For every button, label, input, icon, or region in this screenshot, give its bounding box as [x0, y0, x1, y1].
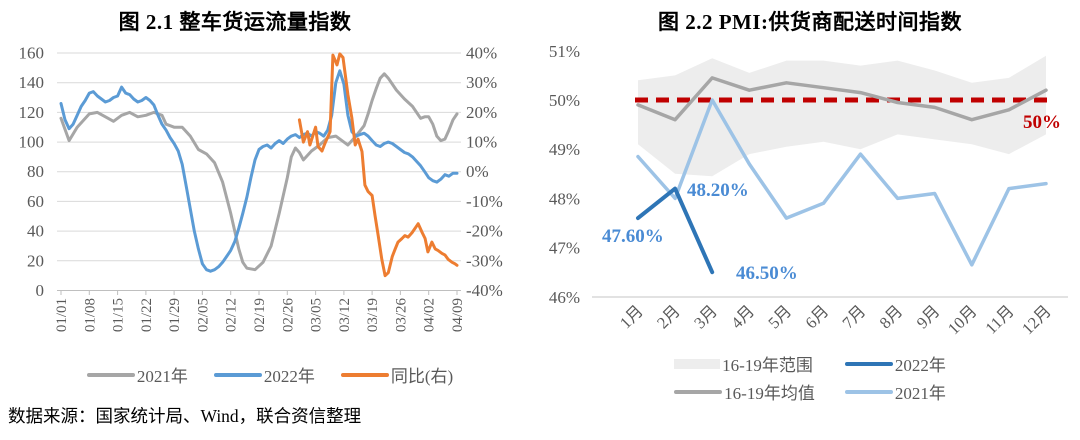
legend-item-y2021: 2021年: [844, 379, 946, 404]
x-axis-tick-label: 01/29: [167, 298, 183, 332]
legend-label-mean1619: 16-19年均值: [724, 384, 815, 403]
series-line-y2022: [636, 186, 715, 275]
x-axis-tick-label: 8月: [875, 301, 906, 332]
x-axis-tick-label: 01/08: [82, 298, 98, 332]
legend-label-y2022: 2022年: [894, 356, 946, 375]
series-line-y2022: [59, 69, 459, 273]
legend-item-yoy: 同比(右): [340, 362, 454, 387]
legend-label-y2021: 2021年: [136, 367, 188, 386]
legend-label-y2022: 2022年: [263, 367, 315, 386]
x-axis-tick-label: 03/12: [337, 298, 353, 332]
annotation-mar-2022: 46.50%: [736, 263, 798, 284]
y-axis-tick-label: 46%: [549, 288, 580, 307]
legend-item-y2022: 2022年: [213, 362, 315, 387]
legend-swatch-y2021: [844, 389, 893, 394]
x-axis-tick-label: 01/15: [111, 298, 127, 332]
x-axis-tick-label: 03/05: [309, 298, 325, 332]
y-axis-tick-label: 51%: [549, 42, 580, 61]
right-axis-tick-label: 0%: [466, 162, 489, 181]
right-axis-tick-label: 30%: [466, 73, 497, 92]
legend-label-yoy: 同比(右): [390, 367, 454, 386]
x-axis-tick-label: 02/26: [280, 298, 296, 333]
figure-2-2-chart: 51%50%49%48%47%46%1月 2月 3月 4月 5月 6月 7月 8月 9月 10月 1…: [549, 42, 1068, 338]
left-axis-tick-label: 160: [19, 43, 45, 62]
x-axis-tick-label: 11月: [981, 301, 1017, 337]
right-axis-tick-label: 40%: [466, 43, 497, 62]
x-axis-tick-label: 12月: [1018, 301, 1055, 338]
x-axis-tick-label: 02/19: [252, 298, 268, 332]
series-line-y2021: [59, 72, 459, 272]
x-axis-tick-label: 1月: [616, 301, 647, 332]
right-axis-tick-label: -30%: [466, 251, 503, 270]
y-axis-tick-label: 49%: [549, 140, 580, 159]
right-axis-tick-label: 20%: [466, 103, 497, 122]
figure-2-1-legend: 2021年 2022年 同比(右): [0, 362, 540, 387]
figure-2-1-title: 图 2.1 整车货运流量指数: [118, 10, 352, 34]
left-axis-tick-label: 0: [36, 281, 45, 300]
right-axis-tick-label: 10%: [466, 133, 497, 152]
y-axis-tick-label: 47%: [549, 239, 580, 258]
annotation-ref-50: 50%: [1023, 112, 1061, 133]
left-axis-tick-label: 140: [19, 73, 45, 92]
legend-label-y2021: 2021年: [894, 384, 946, 403]
figure-2-1-chart: 160 140 120 100 80 60 40 20 0 40% 30% 20% 10% 0% -10% -…: [19, 43, 503, 333]
x-axis-tick-label: 02/05: [195, 298, 211, 332]
series-line-mean1619: [636, 76, 1048, 122]
legend-swatch-y2022: [844, 361, 893, 366]
left-axis-tick-label: 60: [27, 192, 44, 211]
legend-item-y2021: 2021年: [86, 362, 188, 387]
legend-item-y2022: 2022年: [844, 351, 946, 376]
legend-item-mean1619: 16-19年均值: [674, 379, 815, 404]
left-axis-tick-label: 100: [19, 133, 45, 152]
legend-swatch-mean1619: [674, 389, 723, 394]
figure-2-2-legend: 16-19年范围 2022年 16-19年均值 2021年: [540, 351, 1080, 404]
right-axis-tick-label: -40%: [466, 281, 503, 300]
x-axis-tick-label: 04/09: [450, 298, 466, 332]
x-axis-tick-label: 7月: [838, 301, 869, 332]
x-axis-tick-label: 03/19: [365, 298, 381, 332]
legend-swatch-y2022: [213, 372, 262, 377]
figure-2-2-title: 图 2.2 PMI:供货商配送时间指数: [657, 10, 963, 34]
x-axis-tick-label: 3月: [690, 301, 721, 332]
legend-swatch-range1619: [674, 358, 721, 369]
x-axis-tick-label: 9月: [913, 301, 944, 332]
legend-item-range1619: 16-19年范围: [674, 351, 815, 376]
legend-swatch-yoy: [340, 372, 389, 377]
x-axis-tick-label: 6月: [801, 301, 832, 332]
x-axis-tick-label: 04/02: [422, 298, 438, 332]
x-axis-tick-label: 03/26: [393, 298, 409, 333]
right-axis-tick-label: -10%: [466, 192, 503, 211]
x-axis-tick-label: 4月: [727, 301, 758, 332]
left-axis-tick-label: 40: [27, 222, 44, 241]
series-line-yoy: [297, 52, 459, 278]
x-axis-tick-label: 01/22: [139, 298, 155, 332]
y-axis-tick-label: 48%: [549, 189, 580, 208]
series-line-y2021: [636, 98, 1048, 267]
x-axis-tick-label: 2月: [653, 301, 684, 332]
right-axis-tick-label: -20%: [466, 222, 503, 241]
data-source: 数据来源：国家统计局、Wind，联合资信整理: [8, 406, 362, 426]
legend-swatch-y2021: [86, 372, 135, 377]
annotation-feb-2022: 48.20%: [687, 180, 749, 201]
x-axis-tick-label: 02/12: [224, 298, 240, 332]
legend-label-range1619: 16-19年范围: [722, 356, 813, 375]
x-axis-tick-label: 10月: [944, 301, 981, 338]
annotation-jan-2022: 47.60%: [602, 226, 664, 247]
x-axis-tick-label: 01/01: [54, 298, 70, 332]
x-axis-tick-label: 5月: [764, 301, 795, 332]
left-axis-tick-label: 80: [27, 162, 44, 181]
y-axis-tick-label: 50%: [549, 91, 580, 110]
left-axis-tick-label: 120: [19, 103, 45, 122]
left-axis-tick-label: 20: [27, 251, 44, 270]
